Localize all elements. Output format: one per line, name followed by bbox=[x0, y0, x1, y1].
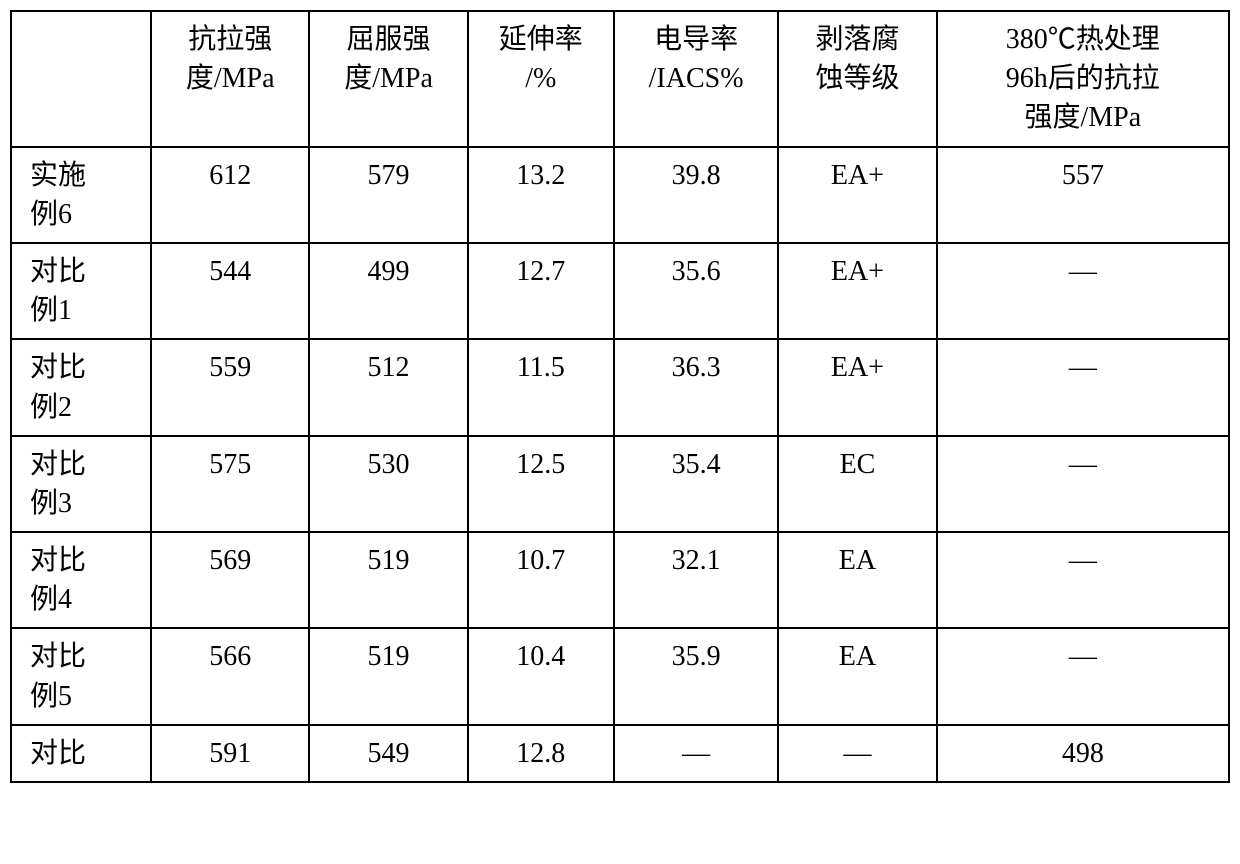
row-label: 对比例5 bbox=[11, 628, 151, 724]
table-row: 实施例6 612 579 13.2 39.8 EA+ 557 bbox=[11, 147, 1229, 243]
cell-conductivity: 35.9 bbox=[614, 628, 778, 724]
cell-conductivity: — bbox=[614, 725, 778, 782]
cell-yield: 549 bbox=[309, 725, 467, 782]
cell-elongation: 10.4 bbox=[468, 628, 614, 724]
cell-heat-treat: — bbox=[937, 532, 1229, 628]
header-corrosion: 剥落腐蚀等级 bbox=[778, 11, 936, 147]
cell-conductivity: 36.3 bbox=[614, 339, 778, 435]
cell-corrosion: EA+ bbox=[778, 339, 936, 435]
cell-elongation: 10.7 bbox=[468, 532, 614, 628]
table-row: 对比 591 549 12.8 — — 498 bbox=[11, 725, 1229, 782]
cell-elongation: 12.8 bbox=[468, 725, 614, 782]
cell-corrosion: EC bbox=[778, 436, 936, 532]
cell-tensile: 544 bbox=[151, 243, 309, 339]
header-conductivity: 电导率/IACS% bbox=[614, 11, 778, 147]
cell-tensile: 559 bbox=[151, 339, 309, 435]
cell-heat-treat: 557 bbox=[937, 147, 1229, 243]
cell-elongation: 12.5 bbox=[468, 436, 614, 532]
table-row: 对比例4 569 519 10.7 32.1 EA — bbox=[11, 532, 1229, 628]
cell-yield: 519 bbox=[309, 628, 467, 724]
cell-yield: 530 bbox=[309, 436, 467, 532]
cell-elongation: 12.7 bbox=[468, 243, 614, 339]
header-yield: 屈服强度/MPa bbox=[309, 11, 467, 147]
cell-conductivity: 39.8 bbox=[614, 147, 778, 243]
cell-corrosion: EA+ bbox=[778, 147, 936, 243]
cell-heat-treat: — bbox=[937, 243, 1229, 339]
cell-yield: 499 bbox=[309, 243, 467, 339]
cell-corrosion: EA bbox=[778, 628, 936, 724]
cell-heat-treat: — bbox=[937, 436, 1229, 532]
table-header-row: 抗拉强度/MPa 屈服强度/MPa 延伸率/% 电导率/IACS% 剥落腐蚀等级… bbox=[11, 11, 1229, 147]
cell-corrosion: EA bbox=[778, 532, 936, 628]
cell-tensile: 569 bbox=[151, 532, 309, 628]
cell-conductivity: 32.1 bbox=[614, 532, 778, 628]
cell-yield: 512 bbox=[309, 339, 467, 435]
properties-table: 抗拉强度/MPa 屈服强度/MPa 延伸率/% 电导率/IACS% 剥落腐蚀等级… bbox=[10, 10, 1230, 783]
cell-heat-treat: — bbox=[937, 339, 1229, 435]
cell-yield: 519 bbox=[309, 532, 467, 628]
row-label: 对比例2 bbox=[11, 339, 151, 435]
header-blank bbox=[11, 11, 151, 147]
row-label: 对比 bbox=[11, 725, 151, 782]
row-label: 对比例3 bbox=[11, 436, 151, 532]
cell-heat-treat: — bbox=[937, 628, 1229, 724]
row-label: 实施例6 bbox=[11, 147, 151, 243]
cell-conductivity: 35.4 bbox=[614, 436, 778, 532]
row-label: 对比例4 bbox=[11, 532, 151, 628]
table-row: 对比例5 566 519 10.4 35.9 EA — bbox=[11, 628, 1229, 724]
header-elongation: 延伸率/% bbox=[468, 11, 614, 147]
cell-elongation: 13.2 bbox=[468, 147, 614, 243]
header-heat-treat: 380℃热处理96h后的抗拉强度/MPa bbox=[937, 11, 1229, 147]
cell-conductivity: 35.6 bbox=[614, 243, 778, 339]
cell-heat-treat: 498 bbox=[937, 725, 1229, 782]
cell-corrosion: — bbox=[778, 725, 936, 782]
cell-elongation: 11.5 bbox=[468, 339, 614, 435]
cell-tensile: 591 bbox=[151, 725, 309, 782]
table-row: 对比例1 544 499 12.7 35.6 EA+ — bbox=[11, 243, 1229, 339]
cell-tensile: 612 bbox=[151, 147, 309, 243]
cell-tensile: 575 bbox=[151, 436, 309, 532]
cell-tensile: 566 bbox=[151, 628, 309, 724]
table-row: 对比例2 559 512 11.5 36.3 EA+ — bbox=[11, 339, 1229, 435]
cell-corrosion: EA+ bbox=[778, 243, 936, 339]
cell-yield: 579 bbox=[309, 147, 467, 243]
row-label: 对比例1 bbox=[11, 243, 151, 339]
header-tensile: 抗拉强度/MPa bbox=[151, 11, 309, 147]
table-row: 对比例3 575 530 12.5 35.4 EC — bbox=[11, 436, 1229, 532]
